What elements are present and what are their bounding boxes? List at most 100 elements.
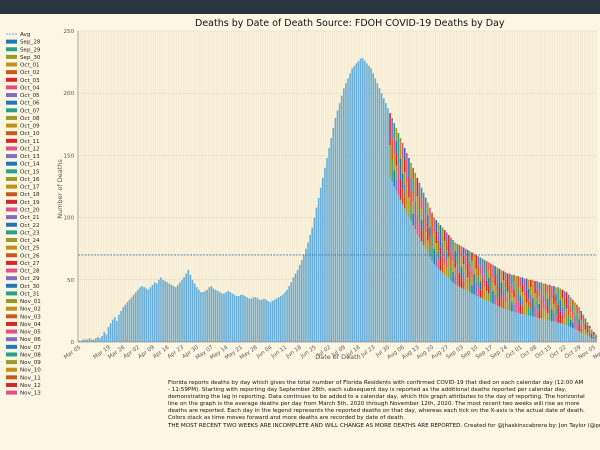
y-tick-label: 100 <box>64 216 75 222</box>
bar-segment <box>403 196 406 209</box>
bar-day <box>399 137 402 342</box>
legend-label: Oct_08 <box>20 116 40 122</box>
bar-day <box>321 177 324 342</box>
bar-segment <box>265 299 267 342</box>
bar-day <box>469 251 471 342</box>
bar-day <box>546 284 549 342</box>
bar-day <box>588 325 591 342</box>
bar-segment <box>521 299 524 307</box>
bar-segment <box>231 293 234 342</box>
bar-segment <box>572 328 574 342</box>
bar-segment <box>464 248 467 270</box>
bar-day <box>187 269 190 342</box>
bar-segment <box>462 288 465 342</box>
bar-segment <box>376 83 379 343</box>
bar-day <box>408 157 410 342</box>
chart-source: Source: FDOH COVID-19 Deaths by Day <box>316 18 505 29</box>
bar-day <box>576 304 578 342</box>
bar-day <box>313 217 316 342</box>
legend-label: Oct_07 <box>20 108 40 114</box>
bar-segment <box>561 315 564 324</box>
bar-day <box>319 187 322 342</box>
bar-segment <box>338 103 341 342</box>
bar-day <box>162 279 164 342</box>
bar-segment <box>403 184 406 197</box>
bar-segment <box>525 278 528 291</box>
bar-day <box>221 293 223 342</box>
bar-day <box>193 283 196 342</box>
bar-day <box>326 157 328 342</box>
bar-segment <box>481 278 484 299</box>
bar-segment <box>563 297 566 305</box>
bar-segment <box>527 315 530 342</box>
legend-swatch <box>6 291 17 296</box>
legend-label: Nov_01 <box>20 299 41 305</box>
legend-swatch <box>6 154 17 159</box>
bar-segment <box>511 283 513 294</box>
legend-label: Nov_13 <box>20 391 41 397</box>
legend-label: Nov_11 <box>20 375 41 381</box>
bar-segment <box>214 289 217 342</box>
bar-segment <box>538 318 541 342</box>
bar-day <box>107 327 110 342</box>
bar-segment <box>555 294 557 302</box>
bar-segment <box>536 317 538 342</box>
bar-segment <box>158 279 160 342</box>
bar-segment <box>525 302 528 316</box>
bar-segment <box>460 256 463 268</box>
legend-label: Oct_29 <box>20 276 40 282</box>
bar-segment <box>408 216 410 342</box>
bar-segment <box>460 287 463 342</box>
legend-label: Nov_09 <box>20 360 41 366</box>
bar-day <box>254 297 257 342</box>
bar-segment <box>443 252 446 264</box>
bar-segment <box>527 288 530 298</box>
bar-day <box>116 320 118 342</box>
bar-segment <box>359 58 362 342</box>
legend-label: Oct_15 <box>20 169 40 175</box>
bar-segment <box>160 277 162 342</box>
bar-segment <box>462 247 465 256</box>
bar-segment <box>530 294 532 302</box>
bar-day <box>412 167 414 342</box>
bar-day <box>242 294 244 342</box>
bar-segment <box>351 68 354 342</box>
bar-segment <box>567 326 570 342</box>
bar-segment <box>288 286 290 342</box>
bar-segment <box>586 336 589 342</box>
bar-segment <box>269 302 272 342</box>
bar-day <box>557 287 559 342</box>
legend-swatch <box>6 276 17 281</box>
bar-segment <box>544 319 547 342</box>
bar-day <box>460 246 463 342</box>
bar-day <box>174 287 177 342</box>
bar-day <box>233 294 236 342</box>
bar-segment <box>277 297 280 342</box>
bar-segment <box>588 328 591 331</box>
bar-segment <box>496 290 498 298</box>
bar-segment <box>441 272 444 342</box>
bar-segment <box>437 222 440 232</box>
bar-segment <box>582 324 585 334</box>
bar-segment <box>321 177 324 342</box>
legend-swatch <box>6 70 17 75</box>
bar-segment <box>593 332 595 335</box>
bar-day <box>544 283 547 342</box>
bar-segment <box>273 299 276 342</box>
bar-segment <box>519 304 522 314</box>
bar-segment <box>433 217 435 234</box>
bar-segment <box>429 207 431 218</box>
bar-segment <box>576 313 578 322</box>
bar-segment <box>303 254 305 342</box>
legend-swatch <box>6 161 17 166</box>
bar-segment <box>523 278 526 297</box>
legend-swatch <box>6 253 17 258</box>
bar-segment <box>332 128 335 342</box>
legend-label: Oct_09 <box>20 124 40 130</box>
bar-segment <box>511 293 513 303</box>
bar-segment <box>471 293 473 342</box>
bar-segment <box>460 267 463 278</box>
bar-segment <box>445 276 448 342</box>
bar-segment <box>578 313 580 320</box>
bar-segment <box>546 284 549 292</box>
